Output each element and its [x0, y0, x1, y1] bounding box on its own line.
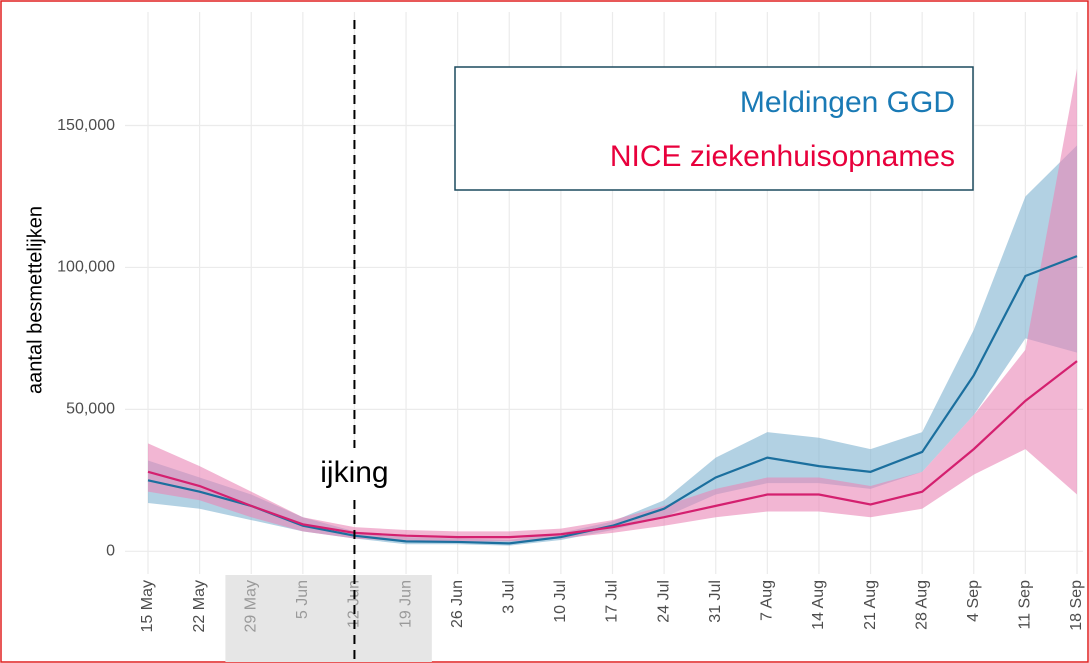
- series-line: [147, 360, 1078, 539]
- x-tick-label: 7 Aug: [759, 580, 776, 621]
- y-tick-label: 50,000: [66, 401, 115, 418]
- annotation: ijking: [320, 456, 388, 489]
- y-axis-label: aantal besmettelijken: [24, 206, 46, 394]
- x-tick-label: 18 Sep: [1068, 580, 1085, 631]
- x-tick-label: 26 Jun: [449, 580, 466, 628]
- x-tick-label: 14 Aug: [810, 580, 827, 630]
- x-tick-label: 4 Sep: [965, 580, 982, 622]
- legend-entry: NICE ziekenhuisopnames: [610, 140, 955, 173]
- x-tick-label: 19 Jun: [397, 580, 414, 628]
- confidence-band: [148, 68, 1077, 542]
- x-tick-label: 22 May: [191, 580, 208, 632]
- x-tick-label: 15 May: [139, 580, 156, 632]
- x-tick-label: 29 May: [242, 580, 259, 632]
- legend-box: [454, 66, 974, 191]
- confidence-band: [148, 145, 1077, 546]
- x-tick-label: 5 Jun: [294, 580, 311, 619]
- x-tick-label: 10 Jul: [552, 580, 569, 623]
- annotation-bg: [304, 448, 405, 500]
- y-tick-label: 0: [106, 543, 115, 560]
- y-tick-label: 100,000: [57, 259, 115, 276]
- x-tick-label: 31 Jul: [707, 580, 724, 623]
- x-tick-label: 3 Jul: [500, 580, 517, 614]
- x-shade: [225, 575, 432, 662]
- y-tick-label: 150,000: [57, 117, 115, 134]
- x-tick-label: 21 Aug: [862, 580, 879, 630]
- x-tick-label: 24 Jul: [655, 580, 672, 623]
- x-tick-label: 11 Sep: [1017, 580, 1034, 630]
- legend-entry: Meldingen GGD: [740, 86, 955, 119]
- x-tick-label: 28 Aug: [913, 580, 930, 630]
- x-tick-label: 12 Jun: [346, 580, 363, 628]
- series-line: [147, 255, 1078, 545]
- x-tick-label: 17 Jul: [604, 580, 621, 623]
